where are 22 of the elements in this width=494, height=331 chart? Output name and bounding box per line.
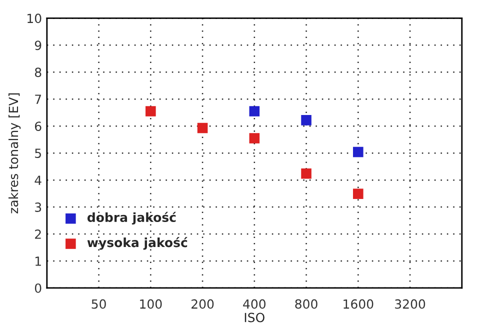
y-tick-label: 3 [35,202,42,212]
y-tick-label: 7 [35,94,41,104]
legend-label: wysoka jakość [87,237,188,250]
legend-label: dobra jakość [87,212,176,225]
y-tick-label: 0 [34,283,42,293]
x-tick-label: 200 [192,299,214,309]
y-tick-label: 8 [34,68,42,78]
x-axis-title: ISO [244,312,264,322]
x-tick-label: 1600 [344,299,374,309]
y-tick-label: 10 [28,14,42,24]
y-tick-label: 9 [34,40,42,50]
y-tick-label: 5 [35,148,41,158]
y-tick-label: 6 [34,122,42,132]
y-tick-label: 1 [35,256,41,266]
x-tick-label: 3200 [395,299,426,309]
y-tick-label: 2 [35,229,41,239]
y-tick-label: 4 [34,176,42,185]
x-tick-label: 50 [92,299,106,309]
x-tick-label: 400 [243,299,266,309]
y-axis-title: zakres tonalny [EV] [8,93,21,214]
x-tick-label: 100 [140,299,162,309]
x-tick-label: 800 [295,299,318,309]
